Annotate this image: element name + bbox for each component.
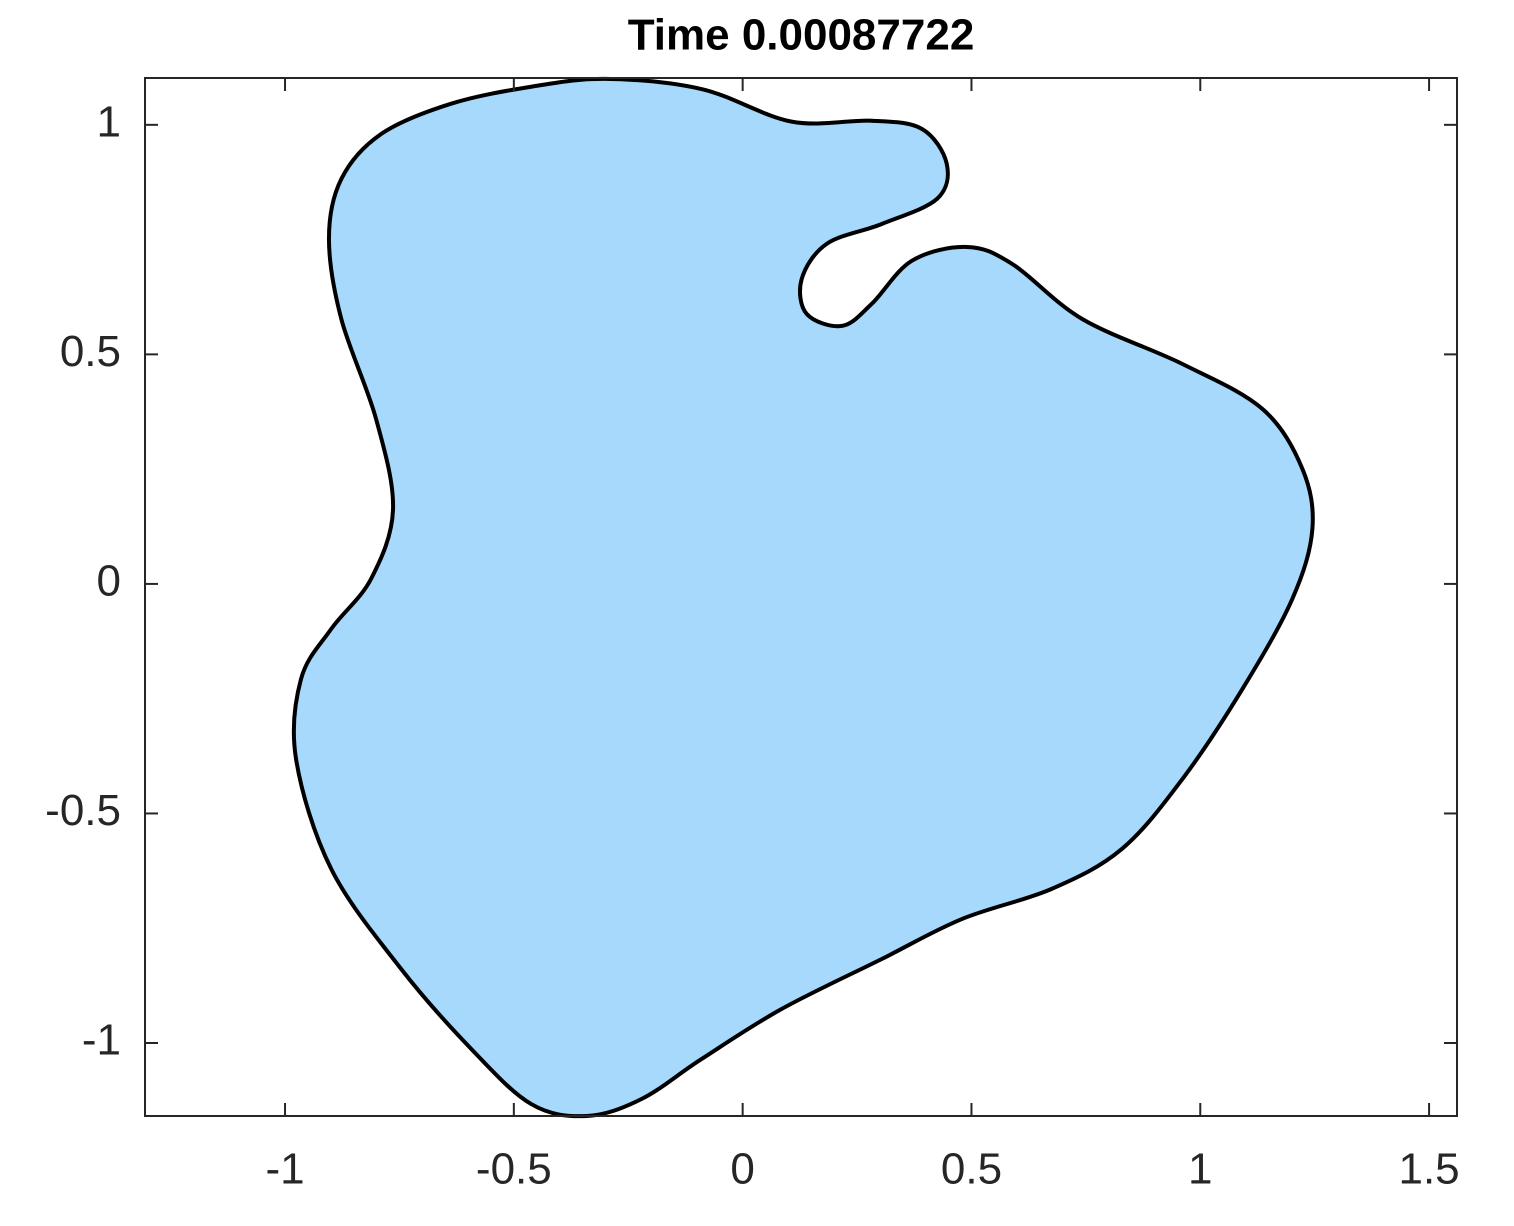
x-tick-label: 1.5 [1398, 1145, 1459, 1194]
x-tick-label: -1 [265, 1145, 304, 1194]
y-tick-label: -1 [82, 1016, 121, 1065]
x-tick-label: 0.5 [941, 1145, 1002, 1194]
axes-box [144, 77, 1458, 1117]
filled-shape [291, 76, 1315, 1119]
x-tick-label: 1 [1188, 1145, 1212, 1194]
x-tick-label: 0 [730, 1145, 754, 1194]
y-tick-label: 0 [97, 557, 121, 606]
x-tick-label: -0.5 [476, 1145, 552, 1194]
y-tick-label: -0.5 [45, 786, 121, 835]
y-tick-label: 0.5 [60, 327, 121, 376]
y-tick-label: 1 [97, 97, 121, 146]
chart-title: Time 0.00087722 [628, 11, 975, 60]
